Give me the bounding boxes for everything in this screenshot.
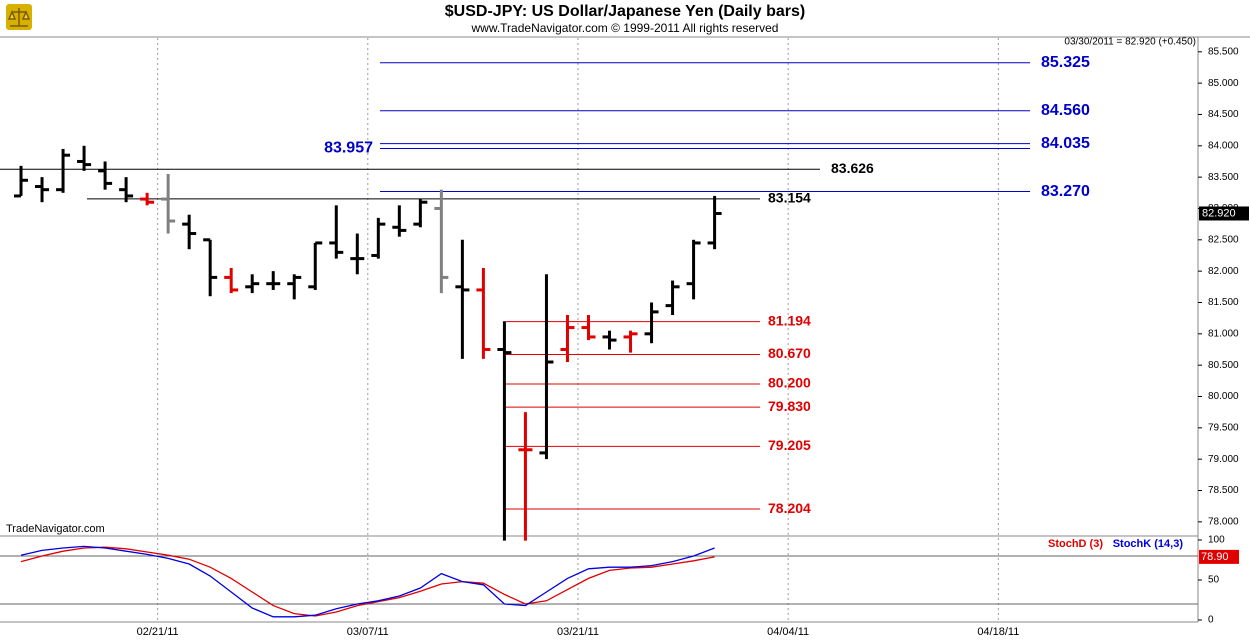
stoch-line: [20, 545, 715, 618]
chart-title: $USD-JPY: US Dollar/Japanese Yen (Daily …: [445, 3, 805, 20]
level-label: 80.670: [768, 345, 811, 361]
y-tick-label: 80.500: [1208, 360, 1239, 371]
level-label: 78.204: [768, 500, 811, 516]
y-tick-label: 78.500: [1208, 485, 1239, 496]
stoch-line: [20, 546, 715, 617]
x-tick-label: 04/18/11: [977, 626, 1019, 638]
level-label: 83.270: [1041, 183, 1090, 200]
level-label: 79.205: [768, 437, 811, 453]
level-label: 84.035: [1041, 135, 1090, 152]
y-tick-label: 81.000: [1208, 328, 1239, 339]
last-info: 03/30/2011 = 82.920 (+0.450): [1064, 37, 1196, 48]
level-label: 83.154: [768, 190, 811, 206]
y-tick-label: 82.500: [1208, 234, 1239, 245]
level-label: 79.830: [768, 398, 811, 414]
y-tick-label: 79.000: [1208, 454, 1239, 465]
legend-entry: StochD (3): [1048, 538, 1103, 550]
last-value-label: 82.920: [1202, 207, 1236, 219]
last-value-label: 78.90: [1201, 551, 1229, 563]
y-tick-label: 84.000: [1208, 140, 1239, 151]
y-tick-label: 79.500: [1208, 422, 1239, 433]
y-tick-label: 80.000: [1208, 391, 1239, 402]
last-value-box: [1199, 549, 1239, 564]
level-label: 83.957: [324, 140, 373, 157]
x-tick-label: 03/07/11: [347, 626, 389, 638]
level-label: 81.194: [768, 312, 811, 328]
y-tick-label: 78.000: [1208, 516, 1239, 527]
x-tick-label: 03/21/11: [557, 626, 599, 638]
chart-subtitle: www.TradeNavigator.com © 1999-2011 All r…: [471, 21, 779, 35]
y-tick-label: 85.000: [1208, 78, 1239, 89]
y-tick-label: 85.500: [1208, 46, 1239, 57]
y-tick-label: 84.500: [1208, 109, 1239, 120]
y-tick-label: 82.000: [1208, 266, 1239, 277]
level-label: 85.325: [1041, 54, 1090, 71]
y-tick-label: 100: [1208, 535, 1225, 546]
y-tick-label: 81.500: [1208, 297, 1239, 308]
level-label: 84.560: [1041, 102, 1090, 119]
last-value-box: [1199, 206, 1249, 221]
logo: [6, 4, 32, 30]
level-label: 80.200: [768, 375, 811, 391]
level-label: 83.626: [831, 160, 874, 176]
x-tick-label: 04/04/11: [767, 626, 809, 638]
x-tick-label: 02/21/11: [137, 626, 179, 638]
y-tick-label: 0: [1208, 615, 1214, 626]
watermark: TradeNavigator.com: [6, 523, 105, 535]
y-tick-label: 83.500: [1208, 172, 1239, 183]
legend-entry: StochK (14,3): [1113, 538, 1184, 550]
y-tick-label: 50: [1208, 575, 1220, 586]
